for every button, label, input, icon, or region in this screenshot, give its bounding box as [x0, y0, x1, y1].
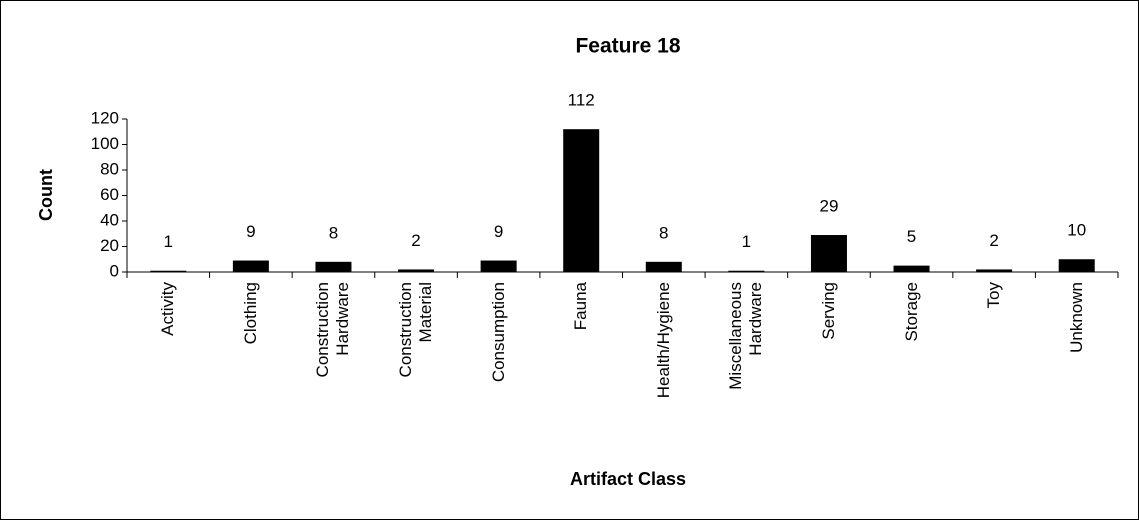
x-tick-label: Construction Hardware [313, 282, 353, 378]
bar [398, 269, 435, 272]
x-tick-label: Fauna [571, 282, 591, 331]
bar [728, 270, 765, 272]
y-tick-label: 100 [91, 134, 119, 153]
data-label: 112 [568, 91, 595, 110]
data-label: 2 [411, 231, 420, 250]
x-tick-label: Storage [901, 282, 921, 342]
x-tick-label: Construction Material [396, 282, 436, 378]
bar [232, 260, 269, 272]
x-tick-label: Health/Hygiene [653, 282, 673, 399]
data-label: 9 [494, 222, 503, 241]
data-label: 29 [819, 197, 838, 216]
y-tick-label: 80 [100, 159, 119, 178]
bar [976, 269, 1013, 272]
y-tick-label: 0 [110, 261, 119, 280]
y-tick-label: 20 [100, 236, 119, 255]
y-tick-label: 120 [91, 108, 119, 127]
y-tick-label: 40 [100, 210, 119, 229]
data-label: 5 [907, 227, 916, 246]
y-axis-title: Count [36, 169, 56, 221]
x-tick-label: Miscellaneous Hardware [726, 282, 766, 390]
y-tick-label: 60 [100, 185, 119, 204]
x-tick-label: Unknown [1066, 282, 1086, 353]
data-label: 2 [989, 231, 998, 250]
bar [645, 261, 682, 272]
bar [893, 265, 930, 272]
x-tick-label: Toy [984, 282, 1004, 309]
data-label: 1 [742, 232, 751, 251]
bar [315, 261, 352, 272]
x-tick-label: Serving [818, 282, 838, 340]
x-tick-label: Activity [158, 282, 178, 336]
x-tick-label: Clothing [240, 282, 260, 345]
bar [1058, 259, 1095, 272]
data-label: 8 [659, 223, 668, 242]
x-tick-label: Consumption [488, 282, 508, 383]
bar [150, 270, 187, 272]
bar [810, 235, 847, 272]
x-axis-title: Artifact Class [570, 469, 686, 489]
bar [480, 260, 517, 272]
data-label: 9 [246, 222, 255, 241]
data-label: 10 [1067, 221, 1086, 240]
data-label: 8 [329, 223, 338, 242]
chart-title: Feature 18 [575, 35, 680, 58]
bar [563, 129, 600, 272]
data-label: 1 [164, 232, 173, 251]
